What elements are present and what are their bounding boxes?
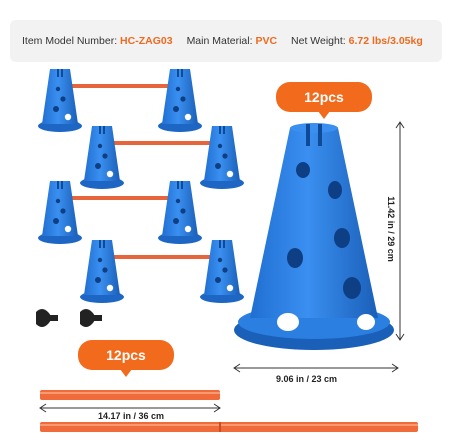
model-number-value: HC-ZAG03: [120, 35, 173, 47]
small-cone: [38, 69, 82, 132]
model-number-label: Item Model Number:: [22, 35, 118, 47]
cone-hole: [277, 313, 299, 331]
pole-clip: [36, 309, 58, 327]
pole-length-label: 14.17 in / 36 cm: [98, 411, 165, 421]
small-cone: [200, 240, 244, 303]
pole-clips: [36, 309, 102, 327]
weight-spec: Net Weight: 6.72 lbs/3.05kg: [291, 35, 423, 47]
cone-hole: [343, 277, 361, 299]
small-cone: [158, 181, 202, 244]
pole-clip: [80, 309, 102, 327]
cone-hole: [287, 248, 303, 268]
small-cone: [200, 126, 244, 189]
pole-dimension-line: [39, 403, 221, 413]
long-pole: [40, 422, 418, 432]
small-cone: [38, 181, 82, 244]
cone-hole: [328, 181, 342, 199]
weight-value: 6.72 lbs/3.05kg: [348, 35, 423, 47]
cone-base-label: 9.06 in / 23 cm: [276, 374, 338, 384]
base-dimension-line: [233, 363, 399, 373]
weight-label: Net Weight:: [291, 35, 346, 47]
height-dimension-line: [395, 121, 405, 341]
small-cone: [80, 126, 124, 189]
pole-quantity-text: 12pcs: [106, 347, 146, 363]
cone-hole: [357, 314, 375, 330]
cone-quantity-badge: 12pcs: [276, 82, 372, 119]
product-spec-bar: Item Model Number: HC-ZAG03 Main Materia…: [10, 20, 442, 62]
pole-quantity-badge: 12pcs: [78, 340, 174, 377]
hurdle-set-1: [38, 69, 202, 132]
material-value: PVC: [255, 35, 278, 47]
hurdle-set-2: [80, 126, 244, 189]
cone-hole: [296, 162, 310, 178]
small-cone: [158, 69, 202, 132]
material-label: Main Material:: [186, 35, 253, 47]
cone-hole: [334, 228, 350, 248]
cone-height-label: 11.42 in / 29 cm: [385, 196, 396, 262]
small-cone: [80, 240, 124, 303]
model-number-spec: Item Model Number: HC-ZAG03: [22, 35, 173, 47]
cone-quantity-text: 12pcs: [304, 89, 344, 105]
short-pole: [40, 390, 220, 400]
poles: [40, 390, 418, 432]
hurdle-set-3: [38, 181, 202, 244]
hurdle-set-4: [80, 240, 244, 303]
large-cone: [234, 123, 394, 350]
material-spec: Main Material: PVC: [187, 35, 277, 47]
